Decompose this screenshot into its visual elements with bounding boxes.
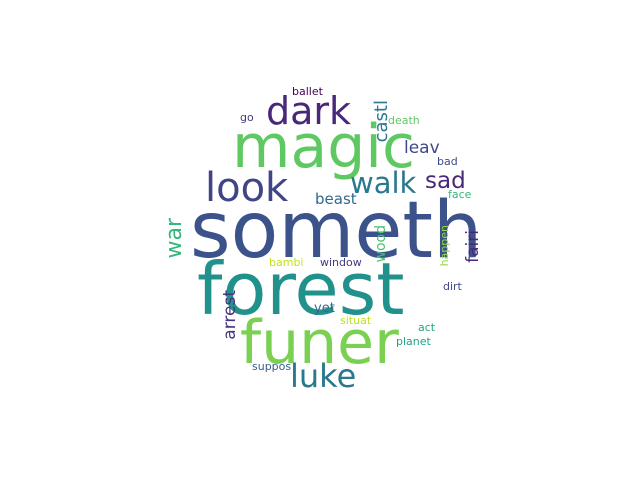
word-funer: funer xyxy=(240,308,399,378)
word-planet: planet xyxy=(396,335,431,348)
word-dark: dark xyxy=(266,89,352,133)
word-war: war xyxy=(162,218,187,259)
word-yet: yet xyxy=(314,301,335,316)
word-fairi: fairi xyxy=(463,230,483,263)
word-death: death xyxy=(388,114,420,127)
word-happen: happen xyxy=(438,225,451,267)
word-forest: forest xyxy=(197,247,405,331)
word-leav: leav xyxy=(404,138,440,158)
word-window: window xyxy=(320,256,362,269)
word-bad: bad xyxy=(437,155,458,168)
word-face: face xyxy=(448,188,472,201)
word-luke: luke xyxy=(290,357,357,395)
word-wood: wood xyxy=(373,225,389,263)
word-look: look xyxy=(205,165,289,211)
word-magic: magic xyxy=(232,112,415,182)
word-beast: beast xyxy=(315,190,357,208)
word-bambi: bambi xyxy=(269,256,304,269)
word-walk: walk xyxy=(350,166,417,200)
word-someth: someth xyxy=(190,186,483,276)
word-act: act xyxy=(418,321,436,334)
word-suppos: suppos xyxy=(252,360,292,373)
word-sad: sad xyxy=(425,168,466,194)
word-situat: situat xyxy=(340,314,372,327)
word-go: go xyxy=(240,111,254,124)
word-ballet: ballet xyxy=(292,85,323,98)
word-dirt: dirt xyxy=(443,280,462,293)
word-arrest: arrest xyxy=(220,290,240,340)
